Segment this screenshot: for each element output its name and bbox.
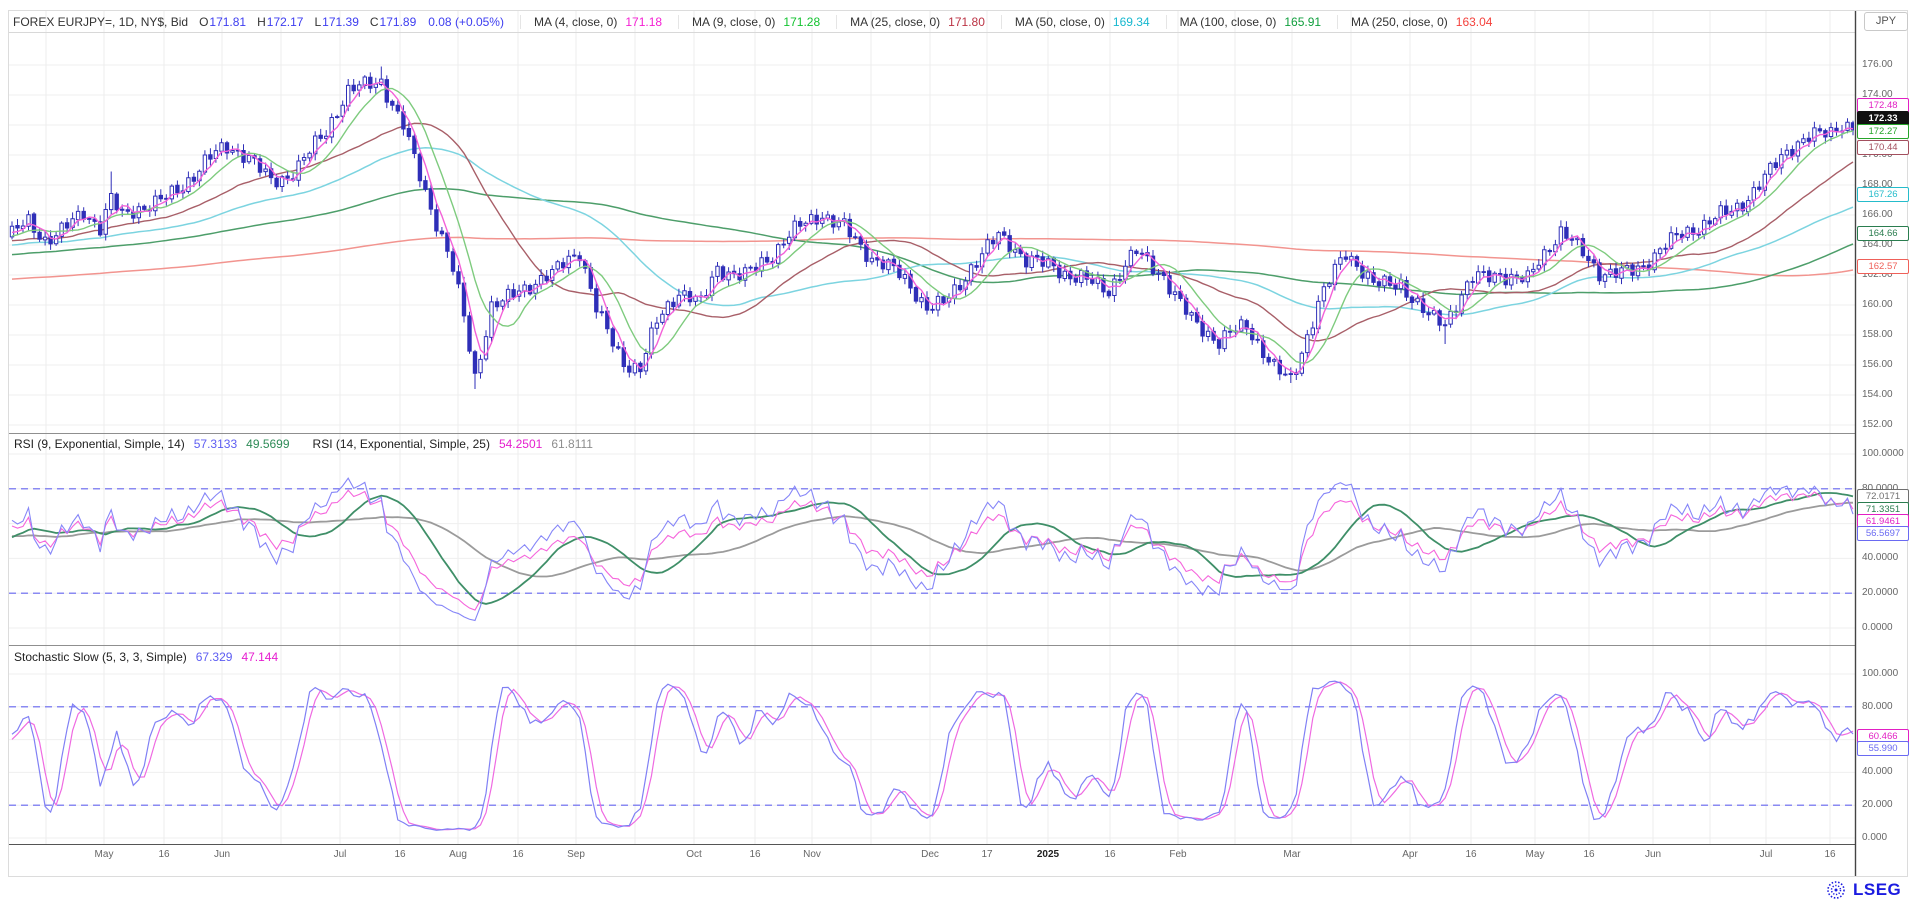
axis-label: 40.000: [1862, 766, 1893, 778]
ohlc-field: C171.89: [369, 15, 417, 29]
lseg-logo-text: LSEG: [1853, 880, 1902, 899]
ohlc-field: O171.81: [199, 15, 247, 29]
x-axis-tick: 17: [981, 849, 993, 860]
axis-label: 162.00: [1862, 269, 1893, 280]
rsi-slow-label: RSI (14, Exponential, Simple, 25): [312, 437, 490, 451]
ohlc-field: 0.08 (+0.05%): [428, 15, 504, 29]
ma-legend: MA (9, close, 0) 171.28: [678, 15, 820, 29]
price-badge: 170.44: [1857, 140, 1909, 155]
ohlc-field: L171.39: [314, 15, 359, 29]
x-axis-tick: 16: [1824, 849, 1836, 860]
x-axis-tick: 16: [394, 849, 406, 860]
axis-label: 80.0000: [1862, 483, 1898, 494]
axis-label: 156.00: [1862, 359, 1893, 370]
axis-label: 100.0000: [1862, 448, 1904, 459]
axis-label: 152.00: [1862, 419, 1893, 430]
ma-legend: MA (100, close, 0) 165.91: [1165, 15, 1321, 29]
axis-label: 166.00: [1862, 209, 1893, 220]
x-axis-tick: 2025: [1036, 849, 1060, 860]
axis-label: 0.000: [1862, 832, 1888, 843]
price-badge: 56.5697: [1857, 526, 1909, 541]
axis-label: 0.0000: [1862, 622, 1893, 633]
chart-header: FOREX EURJPY=, 1D, NY$, Bid O171.81 H172.…: [9, 11, 1853, 33]
stoch-k-value: 67.329: [195, 650, 233, 664]
x-axis-tick: Aug: [449, 849, 467, 860]
x-axis-tick: Feb: [1169, 849, 1187, 860]
x-axis-tick: Nov: [803, 849, 821, 860]
rsi-fast-ma-value: 49.5699: [246, 437, 290, 451]
axis-label: 80.000: [1862, 700, 1893, 712]
stochastic-legend: Stochastic Slow (5, 3, 3, Simple) 67.329 4…: [14, 650, 287, 664]
x-axis-tick: 16: [158, 849, 170, 860]
axis-label: 158.00: [1862, 329, 1893, 340]
x-axis-tick: Apr: [1402, 849, 1418, 860]
x-axis-tick: 16: [1583, 849, 1595, 860]
axis-label: 164.00: [1862, 239, 1893, 250]
x-axis-tick: May: [94, 849, 114, 860]
ma-legend: MA (4, close, 0) 171.18: [519, 15, 662, 29]
axis-label: 176.00: [1862, 59, 1893, 70]
price-badge: 172.27: [1857, 124, 1909, 139]
stoch-d-value: 47.144: [241, 650, 279, 664]
ma-legend: MA (25, close, 0) 171.80: [836, 15, 985, 29]
lseg-logo-icon: [1827, 881, 1845, 899]
axis-label: 40.0000: [1862, 552, 1899, 564]
lseg-logo: LSEG: [1824, 880, 1901, 900]
x-axis-tick: Mar: [1283, 849, 1301, 860]
price-badge: 162.57: [1857, 259, 1909, 274]
instrument-title: FOREX EURJPY=, 1D, NY$, Bid: [13, 15, 189, 29]
rsi-slow-value: 54.2501: [498, 437, 543, 451]
price-badge: 55.990: [1857, 741, 1909, 756]
x-axis-tick: Jun: [1644, 849, 1662, 860]
x-axis-tick: Dec: [921, 849, 939, 860]
x-axis-tick: 16: [749, 849, 761, 860]
axis-label: 100.000: [1862, 668, 1899, 679]
rsi-legend: RSI (9, Exponential, Simple, 14) 57.3133 4…: [14, 437, 602, 451]
axis-label: 154.00: [1862, 389, 1893, 400]
axis-label: 168.00: [1862, 179, 1893, 190]
ohlc-field: H172.17: [257, 15, 304, 29]
price-badge: 167.26: [1857, 187, 1909, 202]
x-axis-tick: Jun: [213, 849, 231, 860]
rsi-fast-value: 57.3133: [193, 437, 238, 451]
x-axis-tick: 16: [1104, 849, 1116, 860]
rsi-fast-label: RSI (9, Exponential, Simple, 14): [14, 437, 185, 451]
rsi-slow-ma-value: 61.8111: [551, 437, 593, 451]
stoch-label: Stochastic Slow (5, 3, 3, Simple): [14, 650, 187, 664]
axis-label: 20.0000: [1862, 587, 1899, 599]
x-axis-tick: May: [1525, 849, 1545, 860]
ma-legend: MA (250, close, 0) 163.04: [1337, 15, 1492, 29]
price-badge: 164.66: [1857, 226, 1909, 241]
axis-label: 20.000: [1862, 799, 1893, 811]
currency-axis-button[interactable]: JPY: [1864, 12, 1908, 31]
header-fields: O171.81 H172.17 L171.39 C171.89 0.08 (+0.05%…: [188, 15, 1492, 29]
x-axis-tick: Jul: [1759, 849, 1773, 860]
axis-label: 174.00: [1862, 89, 1893, 100]
x-axis-tick: 16: [1465, 849, 1477, 860]
axis-label: 160.00: [1862, 299, 1893, 310]
price-badge: 71.3351: [1857, 502, 1909, 517]
x-axis-tick: 16: [512, 849, 524, 860]
x-axis-tick: Sep: [567, 849, 585, 860]
ma-legend: MA (50, close, 0) 169.34: [1000, 15, 1150, 29]
x-axis-tick: Jul: [333, 849, 347, 860]
x-axis-tick: Oct: [686, 849, 702, 860]
